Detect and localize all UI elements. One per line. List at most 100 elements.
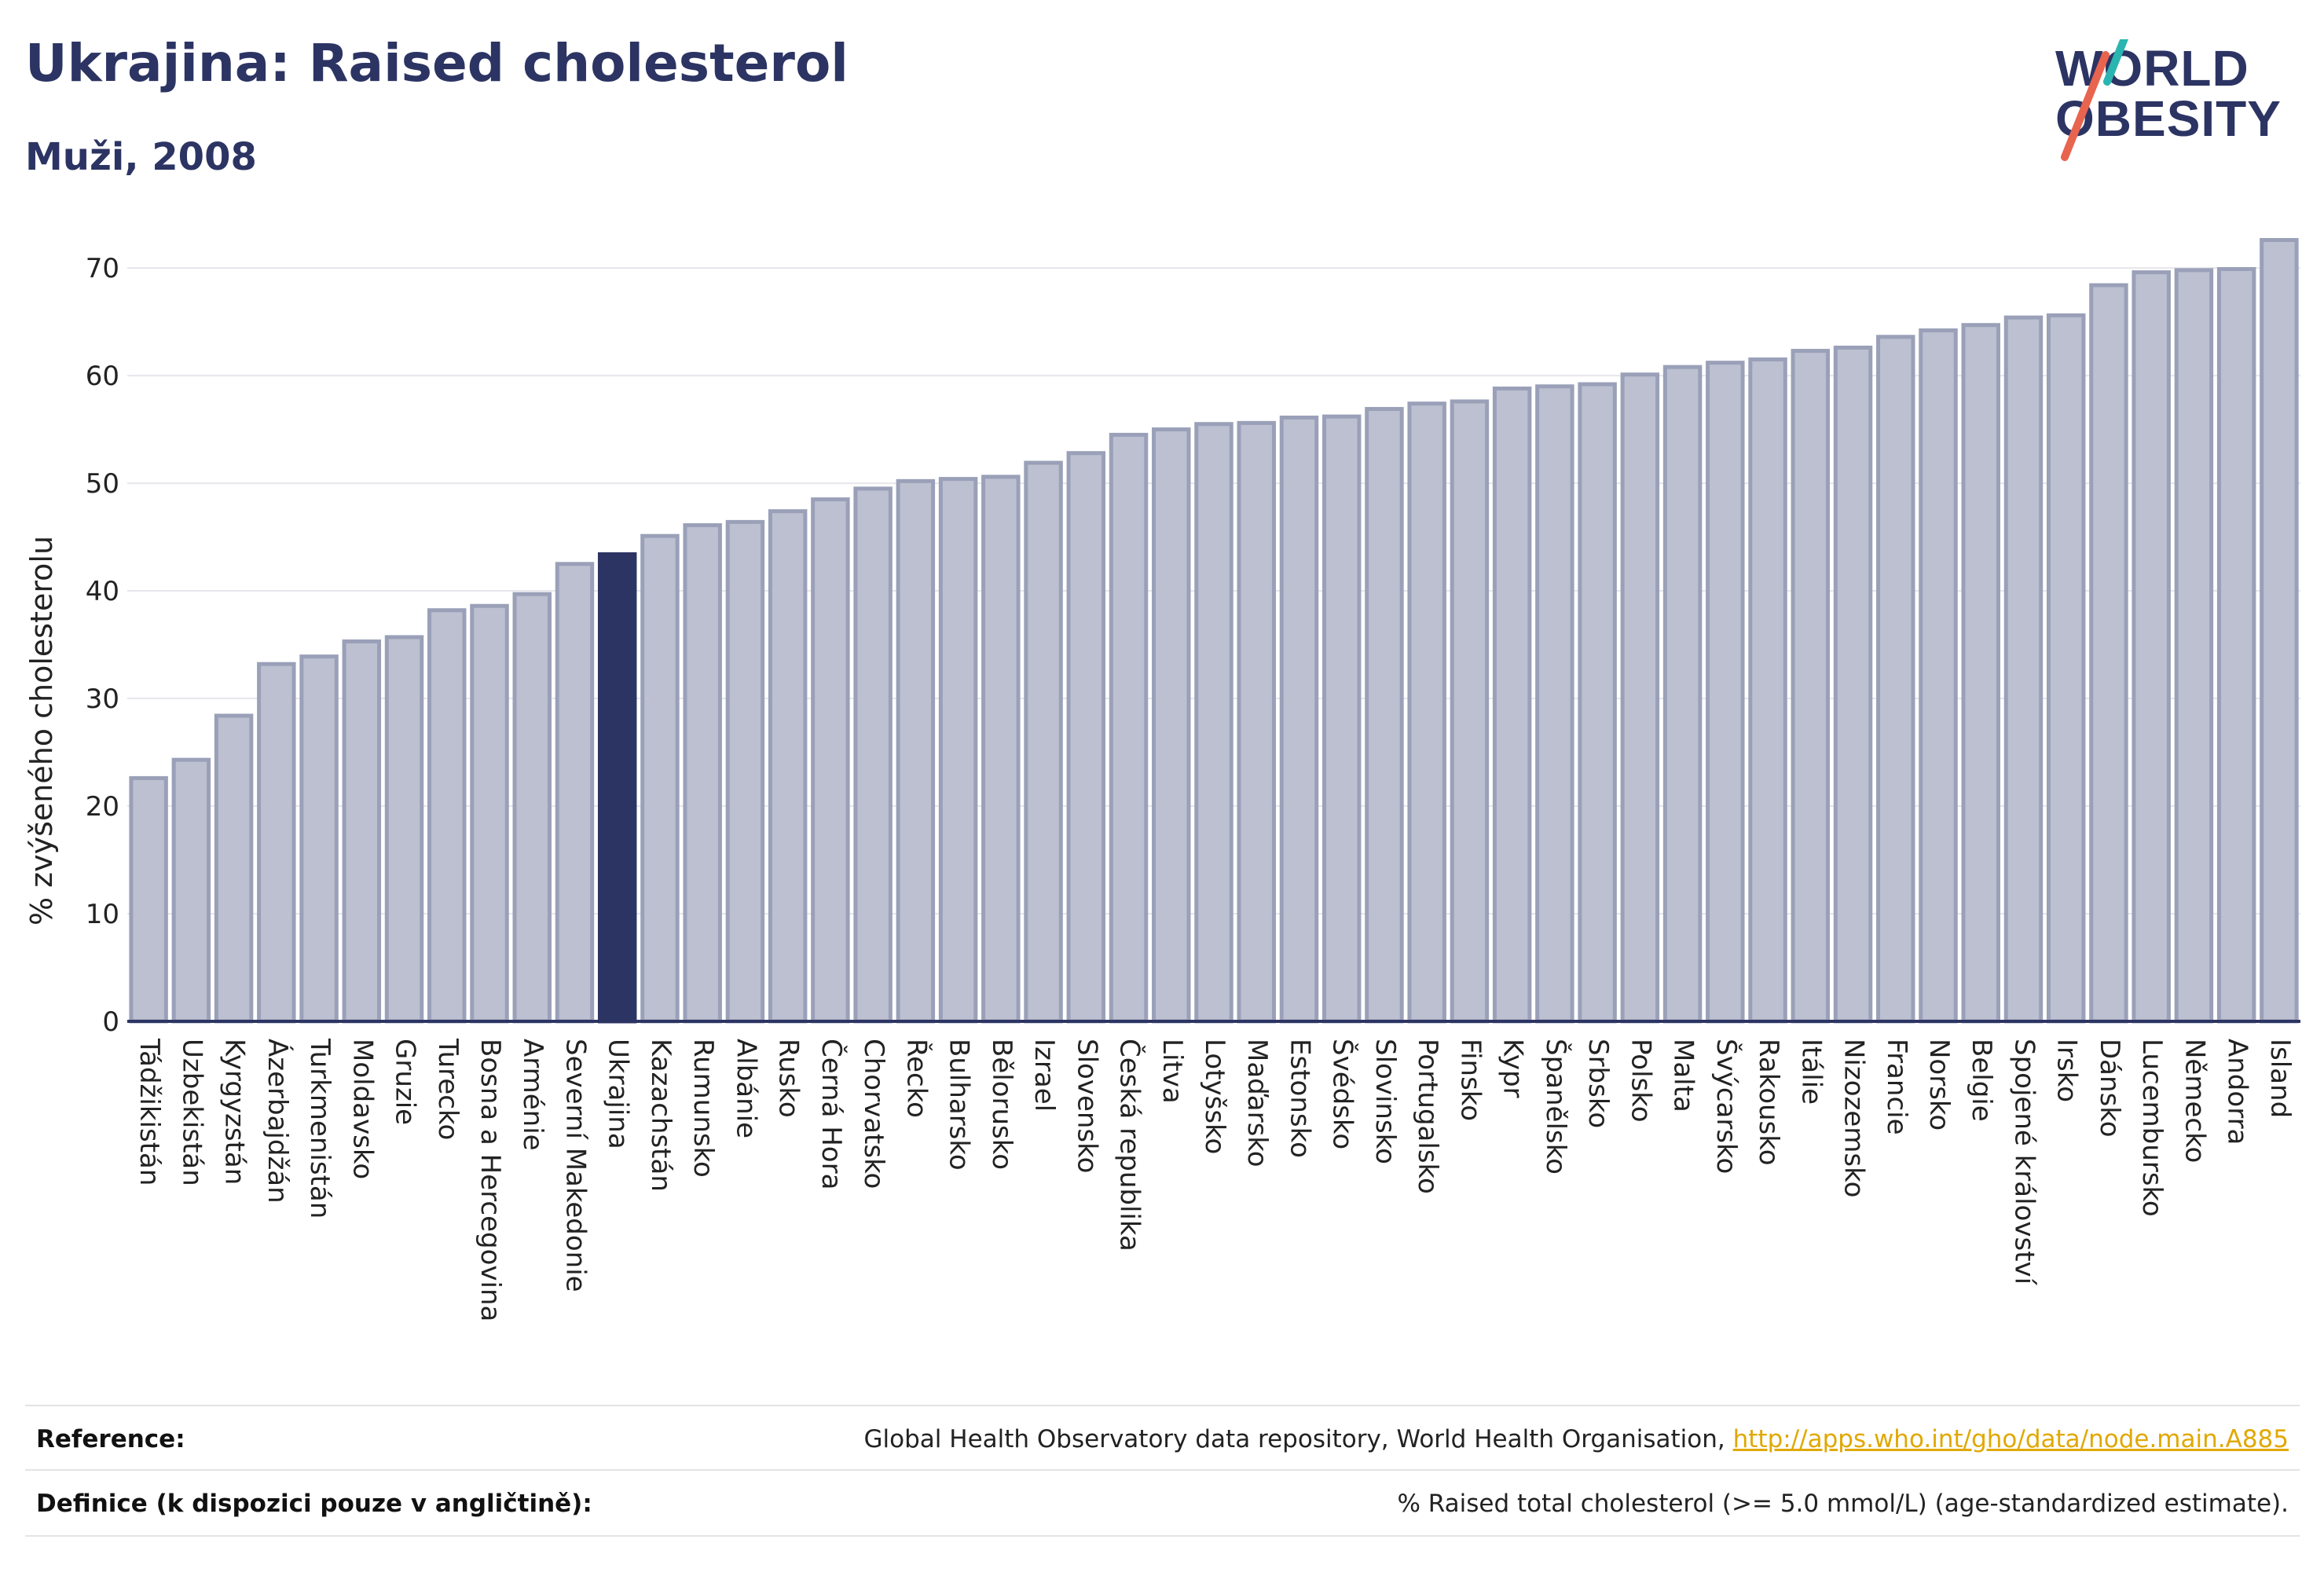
bar	[2003, 315, 2044, 1024]
y-tick-label: 40	[86, 576, 119, 607]
x-category-label: Gruzie	[390, 1039, 421, 1125]
bar	[2046, 313, 2086, 1024]
x-category-label: Severní Makedonie	[559, 1039, 591, 1292]
x-category-label: Slovinsko	[1369, 1039, 1401, 1164]
x-category-label: Bělorusko	[986, 1039, 1017, 1170]
bar	[1450, 399, 1490, 1024]
bar	[2260, 237, 2299, 1024]
bar-highlighted	[597, 552, 637, 1024]
bar	[1961, 323, 2000, 1024]
bar	[2216, 266, 2256, 1024]
y-tick-label: 70	[86, 253, 119, 284]
bar	[214, 713, 254, 1024]
bar	[896, 478, 936, 1024]
bar	[555, 562, 595, 1024]
x-category-label: Tádžikistán	[134, 1038, 165, 1186]
x-category-label: Malta	[1668, 1039, 1699, 1112]
x-category-label: Itálie	[1795, 1039, 1827, 1105]
x-category-label: Kyrgyzstán	[219, 1039, 251, 1185]
bar	[1066, 451, 1106, 1024]
bar	[1024, 460, 1063, 1024]
bar	[1152, 427, 1191, 1024]
chart-title: Ukrajina: Raised cholesterol	[25, 33, 849, 93]
x-category-label: Uzbekistán	[176, 1039, 207, 1186]
x-category-label: Spojené království	[2008, 1039, 2040, 1286]
x-category-label: Francie	[1881, 1039, 1912, 1135]
footer-divider	[25, 1535, 2300, 1537]
x-category-label: Řecko	[900, 1039, 933, 1118]
bar	[470, 603, 509, 1024]
x-category-label: Norsko	[1923, 1039, 1955, 1131]
bar	[427, 608, 467, 1024]
x-category-label: Turecko	[432, 1038, 464, 1140]
x-category-label: Dánsko	[2094, 1039, 2125, 1138]
y-tick-label: 10	[86, 899, 119, 930]
bar	[1748, 357, 1787, 1024]
axes: 0 10 20 30 40 50 60 70 Tádžikistán Uzbekistán Kyrg…	[86, 253, 2300, 1321]
bar	[1833, 345, 1873, 1024]
bar	[768, 509, 808, 1024]
x-category-label: Bosna a Hercegovina	[475, 1039, 506, 1321]
bar	[129, 775, 168, 1024]
bar	[811, 497, 850, 1024]
x-category-label: Španělsko	[1540, 1039, 1572, 1175]
x-category-label: Andorra	[2222, 1039, 2253, 1145]
bar	[2132, 270, 2171, 1024]
x-category-label: Polsko	[1625, 1039, 1656, 1123]
y-tick-label: 60	[86, 361, 119, 392]
definition-label: Definice (k dispozici pouze v angličtině…	[36, 1490, 592, 1518]
x-category-label: Belgie	[1966, 1039, 1997, 1122]
bar	[1194, 422, 1233, 1024]
bar	[1237, 420, 1276, 1024]
x-category-label: Nizozemsko	[1838, 1039, 1870, 1197]
bar	[512, 592, 552, 1024]
x-category-label: Moldavsko	[346, 1039, 378, 1179]
x-category-label: Kazachstán	[645, 1039, 676, 1192]
bar	[342, 639, 382, 1024]
bar	[1407, 401, 1446, 1024]
x-category-label: Turkmenistán	[304, 1038, 335, 1219]
bar	[1365, 407, 1404, 1024]
x-category-label: Chorvatsko	[858, 1039, 889, 1189]
bar	[1321, 414, 1362, 1024]
bar	[981, 475, 1021, 1024]
reference-link[interactable]: http://apps.who.int/gho/data/node.main.A…	[1732, 1425, 2289, 1453]
x-category-label: Litva	[1157, 1039, 1188, 1104]
x-category-label: Portugalsko	[1412, 1039, 1443, 1194]
x-category-label: Island	[2264, 1039, 2296, 1118]
x-category-label: Albánie	[730, 1039, 761, 1138]
footer-reference-row: Reference: Global Health Observatory dat…	[25, 1405, 2300, 1471]
definition-value: % Raised total cholesterol (>= 5.0 mmol/…	[1397, 1490, 2289, 1518]
bar	[853, 486, 893, 1024]
x-category-label: Arménie	[517, 1039, 548, 1151]
bar	[640, 533, 680, 1024]
y-tick-label: 50	[86, 468, 119, 500]
x-category-label: Lotyšsko	[1199, 1039, 1230, 1154]
bar	[299, 654, 339, 1024]
y-tick-label: 0	[102, 1006, 119, 1038]
bar	[384, 635, 424, 1024]
x-category-label: Kypr	[1497, 1039, 1529, 1098]
bar	[257, 662, 296, 1024]
y-tick-label: 30	[86, 684, 119, 715]
bar	[2089, 283, 2128, 1024]
x-category-label: Finsko	[1454, 1039, 1486, 1121]
bar	[1919, 328, 1958, 1024]
bar	[1578, 382, 1617, 1024]
bar	[1279, 416, 1319, 1024]
bar	[1876, 335, 1915, 1024]
x-category-label: Irsko	[2051, 1039, 2083, 1102]
bar	[2174, 268, 2214, 1024]
bar	[1620, 372, 1660, 1024]
x-category-label: Česká republika	[1114, 1039, 1146, 1252]
bars	[129, 237, 2299, 1024]
bar	[1706, 361, 1745, 1024]
x-category-label: Maďarsko	[1241, 1039, 1273, 1167]
bar	[725, 519, 765, 1024]
y-tick-label: 20	[86, 791, 119, 823]
bar	[683, 522, 722, 1024]
reference-value: Global Health Observatory data repositor…	[864, 1425, 2289, 1453]
y-axis-label: % zvýšeného cholesterolu	[24, 536, 59, 925]
logo-line-2: OBESITY	[2055, 90, 2282, 147]
x-category-label: Černá Hora	[816, 1039, 848, 1189]
